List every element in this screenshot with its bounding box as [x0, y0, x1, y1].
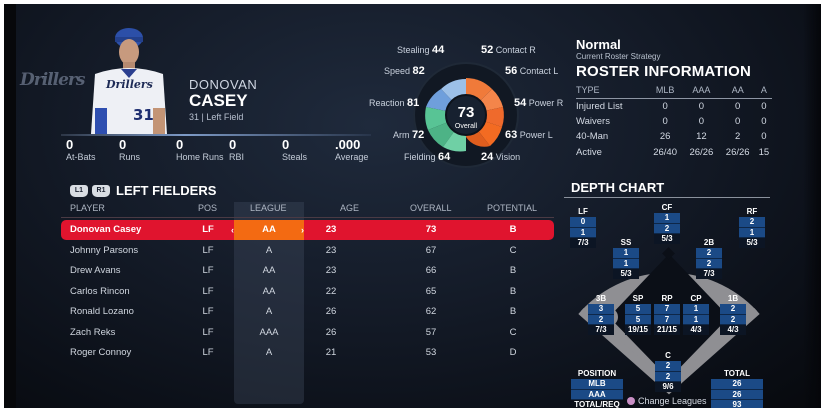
col-age: AGE	[340, 203, 360, 213]
svg-text:Drillers: Drillers	[105, 78, 153, 91]
depth-2b[interactable]: 2B 2 2 7/3	[696, 238, 722, 279]
roster-screen: Drillers Drillers 31 DONOVAN CASEY 31 | …	[4, 4, 821, 408]
change-leagues-button[interactable]: Change Leagues	[627, 396, 707, 406]
svg-text:73: 73	[458, 104, 475, 121]
league-selector[interactable]: AA	[234, 220, 304, 240]
player-row[interactable]: Zach Reks LF AAA 26 57 C	[70, 327, 517, 338]
l1-bumper-button[interactable]: L1	[70, 184, 88, 197]
change-leagues-label: Change Leagues	[638, 396, 707, 406]
roster-row-injured: Injured List 0 0 0 0	[576, 100, 767, 112]
rating-arm: Arm 72	[393, 129, 425, 141]
depth-legend-position: POSITION MLB AAA TOTAL/REQ	[571, 369, 623, 408]
roster-row-40-man: 40-Man 26 12 2 0	[576, 131, 767, 143]
roster-row-waivers: Waivers 0 0 0 0	[576, 115, 767, 127]
col-league: LEAGUE	[250, 203, 287, 213]
rating-fielding: Fielding 64	[404, 151, 451, 163]
roster-strategy: Normal	[576, 37, 621, 52]
depth-chart-title: DEPTH CHART	[571, 180, 665, 195]
chevron-left-icon[interactable]: ‹	[231, 225, 234, 235]
team-logo: Drillers	[20, 70, 85, 90]
depth-rp[interactable]: RP 7 7 21/15	[654, 294, 680, 335]
depth-c[interactable]: C 2 2 9/6	[655, 351, 681, 392]
player-portrait: Drillers 31	[91, 28, 167, 134]
stat-runs: 0 Runs	[119, 137, 141, 163]
depth-3b[interactable]: 3B 3 2 7/3	[588, 294, 614, 335]
player-row[interactable]: Johnny Parsons LF A 23 67 C	[70, 245, 517, 256]
r1-bumper-button[interactable]: R1	[92, 184, 110, 197]
list-title: LEFT FIELDERS	[116, 183, 217, 198]
col-type: TYPE	[576, 83, 647, 99]
depth-cp[interactable]: CP 1 1 4/3	[683, 294, 709, 335]
player-last-name: CASEY	[189, 91, 248, 110]
rating-power-r: 54 Power R	[514, 97, 564, 109]
rating-stealing: Stealing 44	[397, 44, 445, 56]
rating-speed: Speed 82	[384, 65, 425, 77]
col-aa: AA	[719, 83, 756, 99]
player-row[interactable]: Carlos Rincon LF AA 22 65 B	[70, 286, 517, 297]
depth-divider	[564, 197, 770, 198]
player-row[interactable]: Roger Connoy LF A 21 53 D	[70, 347, 517, 358]
depth-1b[interactable]: 1B 2 2 4/3	[720, 294, 746, 335]
player-row[interactable]: Ronald Lozano LF A 26 62 B	[70, 306, 517, 317]
player-row-selected[interactable]: Donovan Casey LF AA ‹ › 23 73 B	[61, 220, 554, 240]
rating-power-l: 63 Power L	[505, 129, 553, 141]
header-divider	[61, 217, 554, 218]
depth-legend-total: TOTAL 26 26 93	[711, 369, 763, 408]
rating-contact-l: 56 Contact L	[505, 65, 559, 77]
square-button-icon	[627, 397, 635, 405]
stat-rbi: 0 RBI	[229, 137, 245, 163]
player-number-position: 31 | Left Field	[189, 112, 244, 122]
col-overall: OVERALL	[410, 203, 452, 213]
stat-average: .000 Average	[335, 137, 369, 163]
depth-lf[interactable]: LF 0 1 7/3	[570, 207, 596, 248]
roster-row-active: Active 26/40 26/26 26/26 15	[576, 146, 770, 158]
chevron-right-icon[interactable]: ›	[301, 225, 304, 235]
roster-strategy-label: Current Roster Strategy	[576, 52, 661, 61]
divider	[61, 134, 371, 136]
rating-vision: 24 Vision	[481, 151, 521, 163]
stat-home-runs: 0 Home Runs	[176, 137, 224, 163]
col-player: PLAYER	[70, 203, 105, 213]
depth-cf[interactable]: CF 1 2 5/3	[654, 203, 680, 244]
col-pos: POS	[198, 203, 218, 213]
col-potential: POTENTIAL	[487, 203, 538, 213]
col-a: A	[755, 83, 772, 99]
col-aaa: AAA	[683, 83, 720, 99]
col-mlb: MLB	[646, 83, 684, 99]
svg-text:31: 31	[133, 106, 154, 124]
roster-info-title: ROSTER INFORMATION	[576, 63, 751, 80]
rating-contact-r: 52 Contact R	[481, 44, 536, 56]
roster-info-table: TYPE MLB AAA AA A Injured List 0 0 0 0 Waive…	[576, 83, 772, 160]
stat-steals: 0 Steals	[282, 137, 308, 163]
player-first-name: DONOVAN	[189, 77, 258, 92]
depth-sp[interactable]: SP 5 5 19/15	[625, 294, 651, 335]
player-row[interactable]: Drew Avans LF AA 23 66 B	[70, 265, 517, 276]
ratings-radial-chart: 73 Overall	[413, 62, 519, 168]
depth-ss[interactable]: SS 1 1 5/3	[613, 238, 639, 279]
depth-rf[interactable]: RF 2 1 5/3	[739, 207, 765, 248]
svg-text:Overall: Overall	[455, 123, 478, 130]
stat-at-bats: 0 At-Bats	[66, 137, 96, 163]
rating-reaction: Reaction 81	[369, 97, 420, 109]
list-header: L1 R1 LEFT FIELDERS	[70, 183, 216, 198]
